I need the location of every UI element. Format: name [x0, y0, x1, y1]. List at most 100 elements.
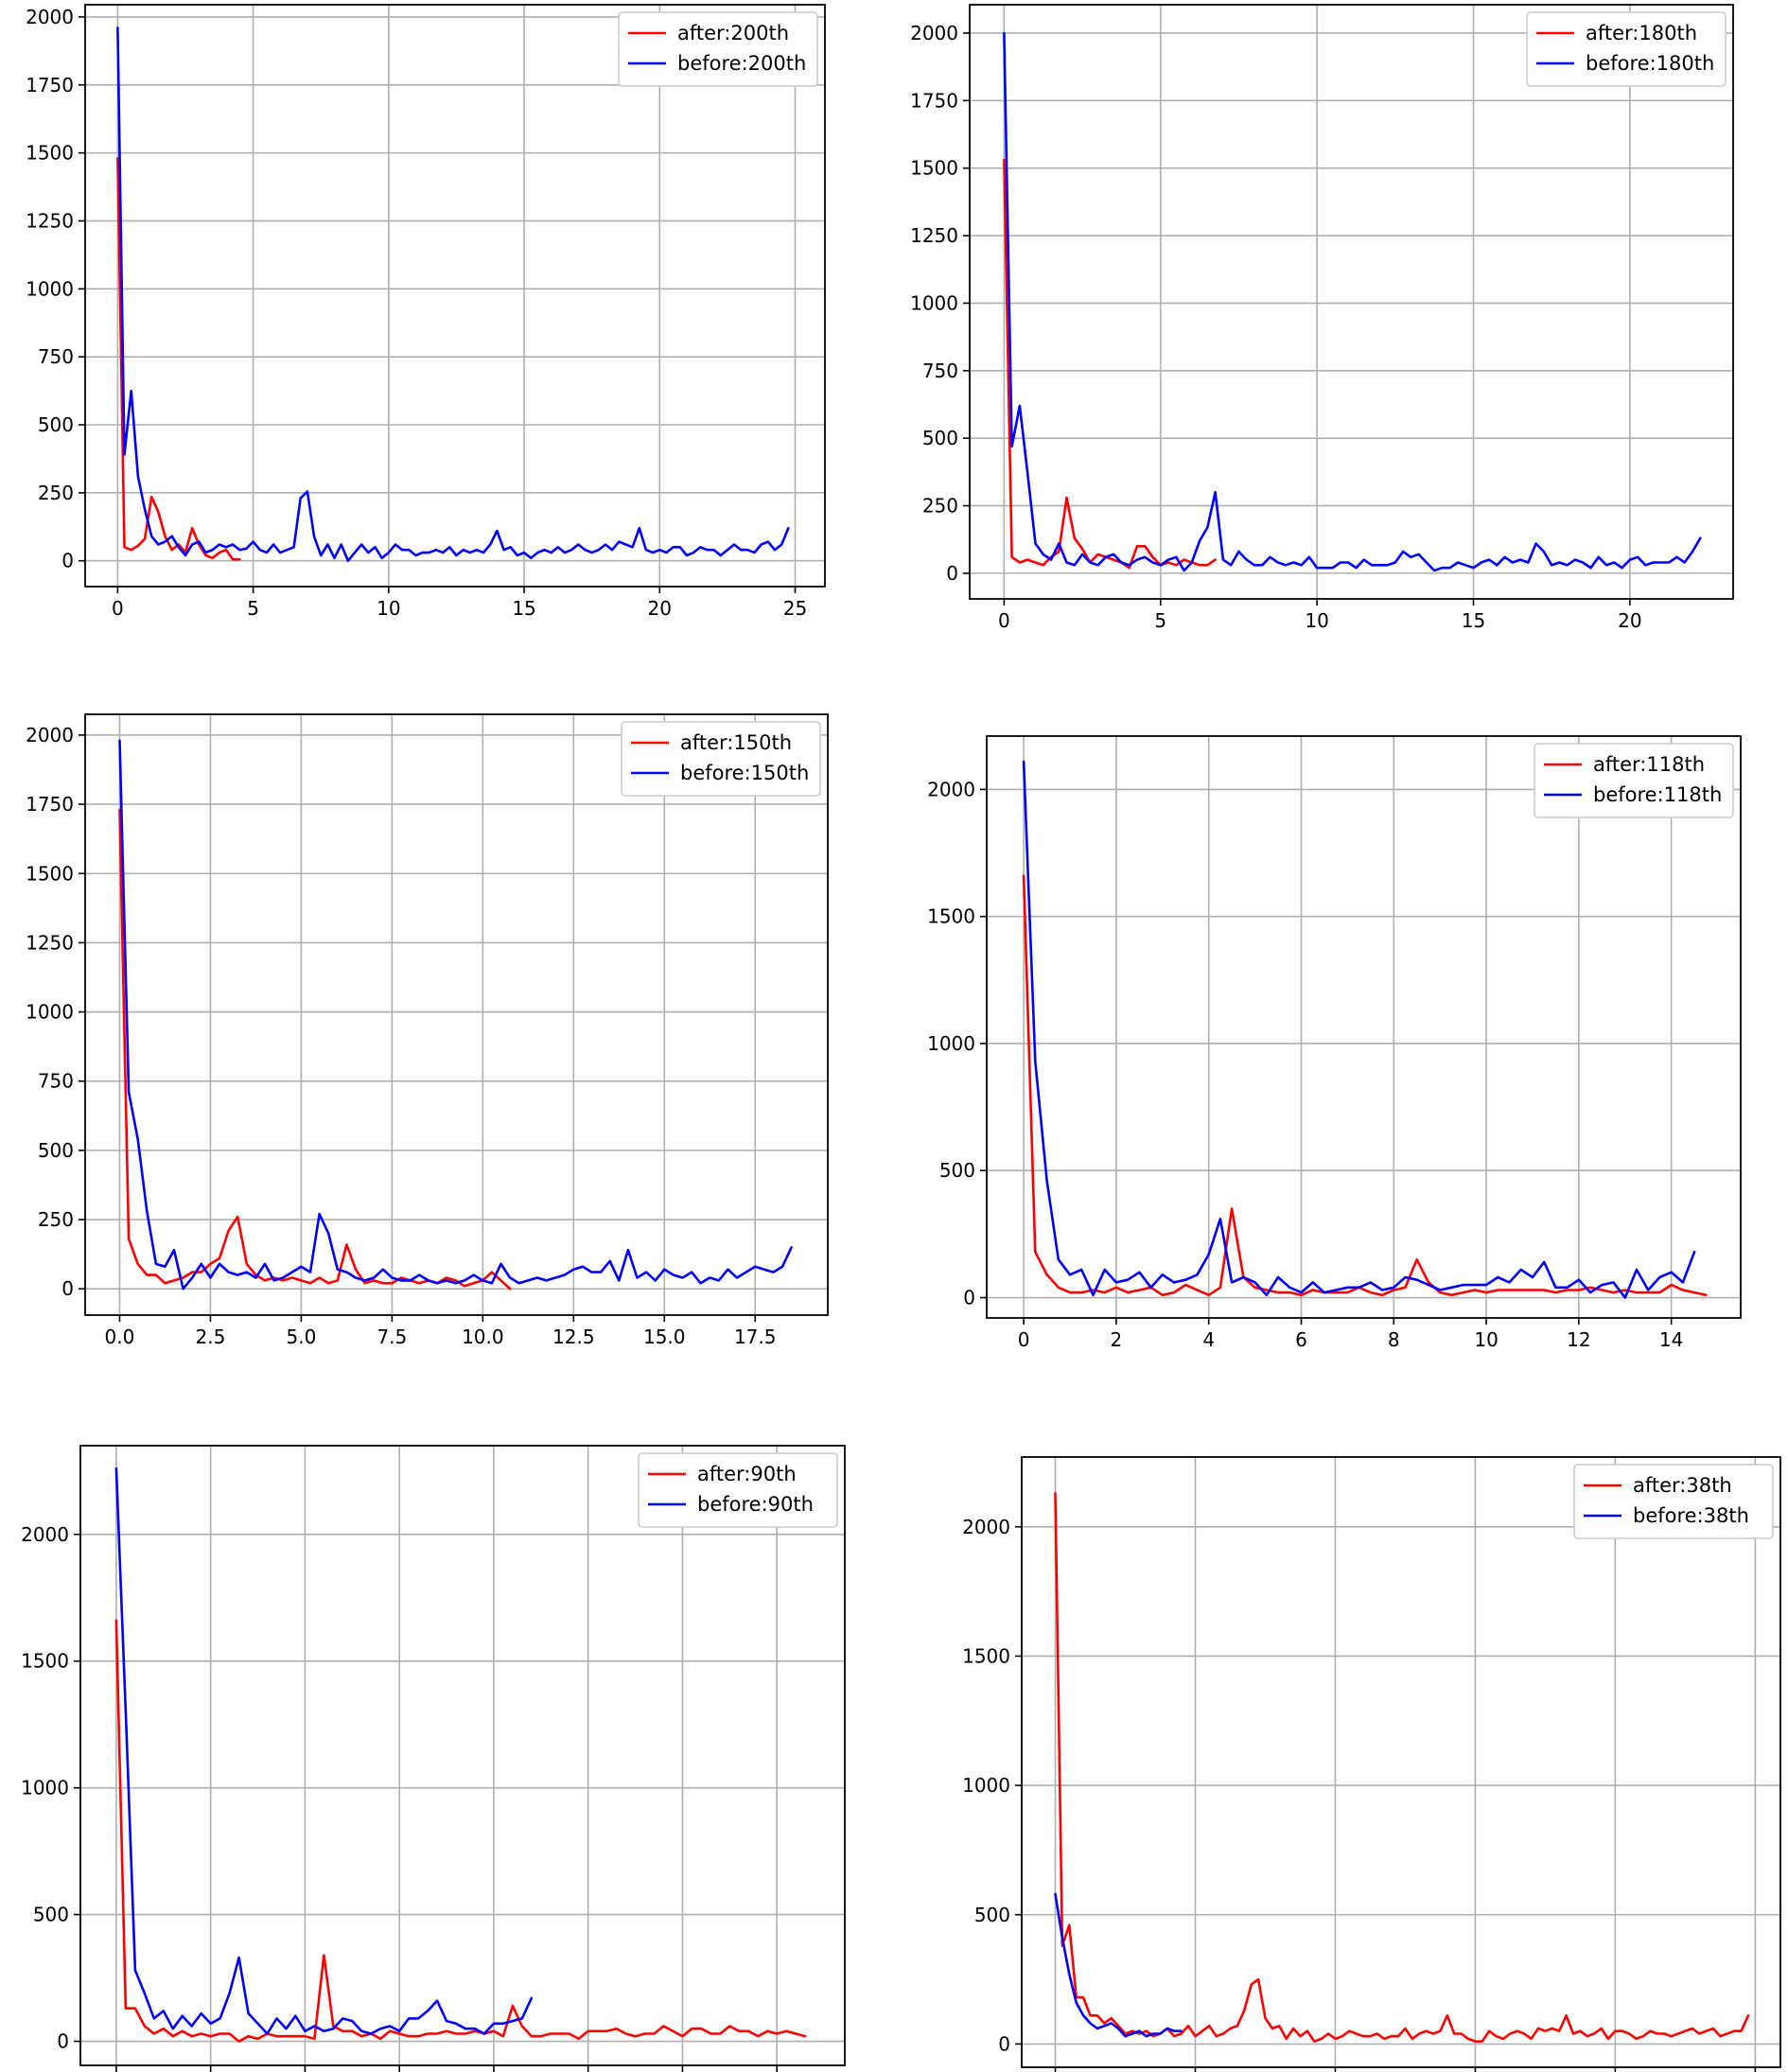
y-tick-label: 1000	[910, 291, 958, 314]
legend-box	[621, 721, 821, 797]
plot-area	[85, 714, 828, 1315]
y-tick-label: 1000	[26, 277, 74, 300]
y-tick-label: 250	[922, 495, 958, 518]
y-tick-label: 250	[38, 1208, 74, 1231]
y-tick-label: 750	[38, 1070, 74, 1093]
y-tick-label: 1000	[21, 1777, 69, 1800]
series-line-before	[1022, 760, 1696, 1299]
x-tick-label: 15	[512, 597, 535, 620]
y-tick-label: 0	[57, 2030, 69, 2053]
legend-label: after:90th	[697, 1463, 797, 1485]
legend-label: before:180th	[1586, 52, 1714, 75]
series-line-before	[1054, 1892, 1183, 2038]
x-tick-label: 7.5	[377, 1326, 407, 1348]
legend-box	[638, 1452, 838, 1528]
y-tick-label: 2000	[26, 6, 74, 28]
x-tick-label: 12	[1567, 1328, 1590, 1351]
series-line-after	[118, 808, 512, 1291]
series-line-before	[118, 739, 793, 1291]
legend: after:150th before:150th	[621, 721, 821, 797]
x-tick-label: 14	[1659, 1328, 1683, 1351]
x-tick-label: 2	[1111, 1328, 1123, 1351]
y-tick-label: 1000	[26, 1001, 74, 1024]
y-tick-label: 1500	[21, 1650, 69, 1673]
y-tick-label: 750	[922, 360, 958, 382]
legend-label: before:200th	[677, 52, 806, 75]
y-tick-label: 500	[33, 1904, 69, 1926]
x-tick-label: 20	[1618, 609, 1641, 632]
x-tick-label: 5	[247, 597, 259, 620]
legend: after:90th before:90th	[638, 1452, 838, 1528]
y-tick-label: 750	[38, 345, 74, 368]
plot-frame	[986, 735, 1742, 1319]
y-tick-label: 500	[38, 413, 74, 436]
chart-panel-2: 0 5 10 15 20 0 250 500 750 1000 1250 1500 1750 2000 af…	[910, 4, 1734, 632]
chart-panel-6: 05101520250500100015002000after:38thbefo…	[962, 1456, 1781, 2072]
y-tick-label: 0	[963, 1287, 975, 1309]
y-tick-label: 2000	[962, 1516, 1010, 1538]
legend-label: after:38th	[1633, 1474, 1732, 1497]
y-tick-label: 2000	[21, 1523, 69, 1546]
y-tick-label: 500	[939, 1159, 975, 1182]
x-tick-label: 5.0	[286, 1326, 316, 1348]
x-tick-label: 0	[112, 597, 124, 620]
y-tick-label: 1500	[910, 157, 958, 180]
x-tick-label: 10	[377, 597, 400, 620]
legend: after:200th before:200th	[618, 11, 818, 87]
x-tick-label: 20	[648, 597, 672, 620]
series-line-after	[1054, 1492, 1750, 2043]
y-tick-label: 0	[61, 550, 74, 572]
x-tick-label: 15.0	[643, 1326, 686, 1348]
y-tick-label: 1000	[927, 1032, 975, 1055]
y-tick-label: 2000	[26, 724, 74, 746]
y-tick-label: 250	[38, 482, 74, 504]
legend-label: before:38th	[1633, 1504, 1749, 1527]
plot-frame	[79, 1445, 846, 2066]
y-tick-label: 2000	[927, 778, 975, 800]
legend: after:38th before:38th	[1573, 1464, 1774, 1539]
x-tick-label: 0	[1018, 1328, 1030, 1351]
y-tick-label: 1000	[962, 1774, 1010, 1797]
y-tick-label: 1750	[26, 74, 74, 97]
plot-frame	[84, 4, 826, 588]
plot-frame	[969, 4, 1734, 600]
series-line-before	[114, 1466, 534, 2035]
legend-box	[1573, 1464, 1774, 1539]
x-tick-label: 15	[1462, 609, 1485, 632]
x-tick-label: 0	[998, 609, 1010, 632]
chart-panel-3: 0.0 2.5 5.0 7.5 10.0 12.5 15.0 17.5 0 250 500 750 10…	[26, 713, 829, 1348]
y-tick-label: 1250	[26, 209, 74, 232]
legend-box	[1526, 11, 1727, 87]
y-tick-label: 1250	[26, 931, 74, 954]
x-tick-label: 10	[1305, 609, 1328, 632]
y-tick-label: 1750	[910, 89, 958, 112]
legend: after:180th before:180th	[1526, 11, 1727, 87]
plot-area	[85, 5, 825, 587]
plot-frame	[1021, 1456, 1781, 2068]
plot-area	[1022, 1457, 1780, 2067]
series-line-after	[114, 1619, 807, 2043]
x-tick-label: 10.0	[462, 1326, 504, 1348]
x-tick-label: 12.5	[552, 1326, 595, 1348]
x-tick-label: 8	[1388, 1328, 1400, 1351]
legend-box	[618, 11, 818, 87]
y-tick-label: 1500	[962, 1644, 1010, 1667]
x-tick-label: 4	[1202, 1328, 1215, 1351]
y-tick-label: 1500	[26, 142, 74, 165]
legend-label: after:200th	[677, 22, 789, 44]
y-tick-label: 500	[38, 1139, 74, 1162]
legend-box	[1534, 743, 1734, 818]
x-tick-label: 25	[783, 597, 807, 620]
y-tick-label: 1500	[927, 905, 975, 928]
chart-panel-1: 0 5 10 15 20 25025050075010001250150017502000…	[26, 4, 826, 620]
y-tick-label: 2000	[910, 22, 958, 44]
x-tick-label: 5	[1154, 609, 1166, 632]
legend-label: before:90th	[697, 1493, 814, 1516]
x-tick-label: 0.0	[105, 1326, 135, 1348]
x-tick-label: 17.5	[734, 1326, 777, 1348]
legend-label: after:150th	[680, 731, 792, 754]
y-tick-label: 500	[922, 427, 958, 449]
y-tick-label: 0	[946, 562, 958, 585]
series-line-before	[1003, 31, 1702, 572]
